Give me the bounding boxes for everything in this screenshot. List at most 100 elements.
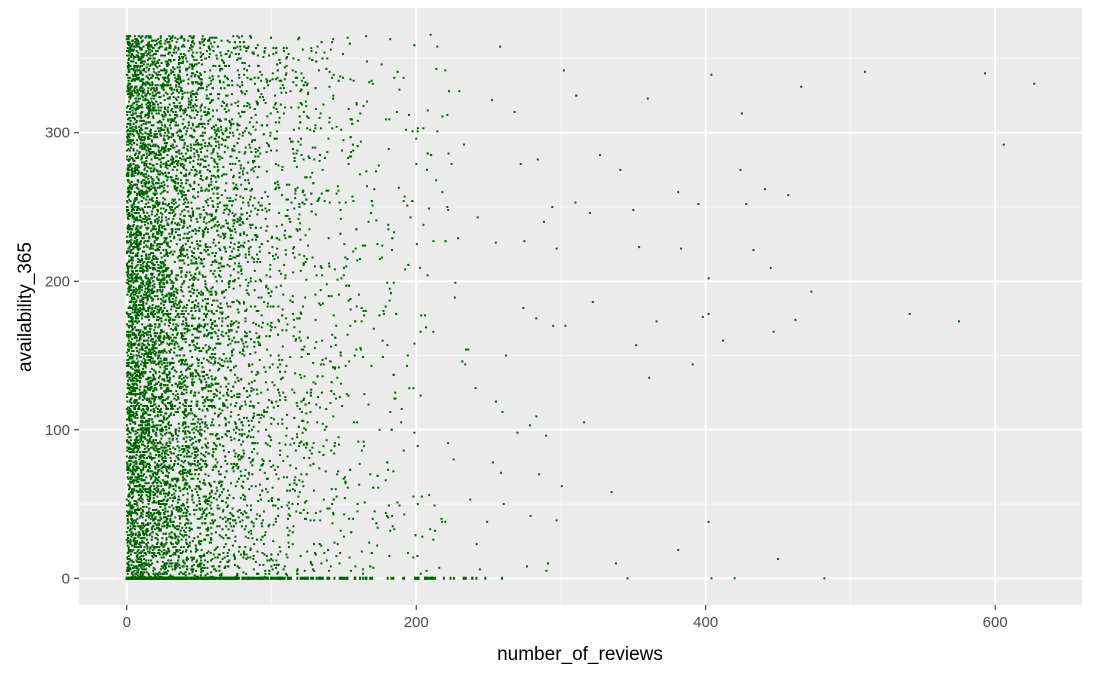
data-point bbox=[141, 372, 144, 375]
data-point bbox=[164, 72, 167, 75]
data-point bbox=[230, 390, 233, 393]
data-point bbox=[196, 327, 199, 330]
data-point bbox=[129, 42, 132, 45]
data-point bbox=[225, 302, 228, 305]
data-point bbox=[256, 54, 259, 57]
data-point bbox=[264, 370, 267, 373]
data-point bbox=[152, 290, 155, 293]
data-point bbox=[141, 317, 144, 320]
data-point bbox=[133, 464, 136, 467]
data-point bbox=[382, 312, 385, 315]
data-point bbox=[158, 91, 161, 94]
data-point bbox=[156, 232, 159, 235]
data-point bbox=[255, 121, 258, 124]
data-point bbox=[133, 116, 136, 119]
data-point bbox=[167, 203, 170, 206]
data-point bbox=[156, 84, 159, 87]
data-point bbox=[216, 546, 219, 549]
data-point bbox=[198, 323, 201, 326]
data-point bbox=[207, 309, 210, 312]
data-point bbox=[198, 500, 201, 503]
data-point bbox=[436, 45, 439, 48]
data-point bbox=[295, 402, 298, 405]
data-point bbox=[187, 78, 190, 81]
data-point bbox=[348, 517, 351, 520]
data-point bbox=[787, 194, 790, 197]
data-point bbox=[149, 107, 152, 110]
data-point bbox=[136, 513, 139, 516]
data-point bbox=[191, 494, 194, 497]
data-point bbox=[143, 69, 146, 72]
data-point bbox=[186, 501, 189, 504]
data-point bbox=[126, 471, 129, 474]
data-point bbox=[175, 479, 178, 482]
data-point bbox=[255, 373, 258, 376]
data-point bbox=[139, 491, 142, 494]
data-point bbox=[148, 103, 151, 106]
data-point bbox=[212, 149, 215, 152]
data-point bbox=[249, 504, 252, 507]
data-point bbox=[257, 88, 260, 91]
data-point bbox=[221, 517, 224, 520]
data-point bbox=[133, 128, 136, 131]
data-point bbox=[133, 448, 136, 451]
data-point bbox=[504, 354, 507, 357]
data-point bbox=[311, 568, 314, 571]
data-point bbox=[142, 409, 145, 412]
data-point bbox=[252, 405, 255, 407]
data-point bbox=[177, 541, 180, 544]
data-point bbox=[156, 428, 159, 431]
data-point bbox=[282, 459, 285, 462]
data-point bbox=[160, 384, 163, 387]
data-point bbox=[134, 197, 137, 200]
data-point bbox=[195, 440, 198, 443]
data-point bbox=[632, 208, 635, 211]
data-point bbox=[171, 543, 174, 546]
data-point bbox=[160, 45, 163, 48]
data-point bbox=[164, 146, 167, 149]
data-point bbox=[241, 424, 244, 427]
data-point bbox=[215, 130, 218, 133]
data-point bbox=[268, 145, 271, 148]
data-point bbox=[210, 152, 213, 155]
data-point bbox=[162, 173, 165, 176]
data-point bbox=[297, 217, 300, 220]
data-point bbox=[320, 391, 323, 394]
data-point bbox=[134, 485, 137, 488]
data-point bbox=[178, 498, 181, 501]
data-point bbox=[169, 520, 172, 523]
data-point bbox=[177, 96, 180, 99]
data-point bbox=[205, 113, 208, 116]
data-point bbox=[251, 473, 254, 476]
data-point bbox=[172, 134, 175, 137]
data-point bbox=[240, 183, 243, 186]
data-point bbox=[339, 354, 342, 357]
data-point bbox=[356, 259, 359, 262]
data-point bbox=[180, 546, 183, 549]
data-point bbox=[232, 268, 235, 271]
data-point bbox=[132, 170, 135, 173]
data-point bbox=[230, 439, 233, 442]
data-point bbox=[234, 231, 237, 234]
data-point bbox=[155, 61, 158, 64]
data-point bbox=[281, 329, 284, 332]
data-point bbox=[229, 511, 232, 514]
data-point bbox=[130, 320, 133, 323]
data-point bbox=[130, 489, 133, 492]
data-point bbox=[149, 35, 152, 38]
data-point bbox=[333, 367, 336, 370]
data-point bbox=[168, 299, 171, 302]
data-point bbox=[245, 308, 248, 311]
data-point bbox=[190, 284, 193, 287]
data-point bbox=[139, 58, 142, 61]
data-point bbox=[165, 492, 168, 495]
data-point bbox=[145, 456, 148, 459]
data-point bbox=[136, 39, 139, 42]
data-point bbox=[176, 440, 179, 443]
data-point bbox=[134, 369, 137, 372]
data-point bbox=[984, 72, 987, 75]
data-point bbox=[154, 220, 157, 223]
data-point bbox=[222, 211, 225, 214]
data-point bbox=[354, 565, 357, 568]
data-point bbox=[155, 464, 158, 467]
